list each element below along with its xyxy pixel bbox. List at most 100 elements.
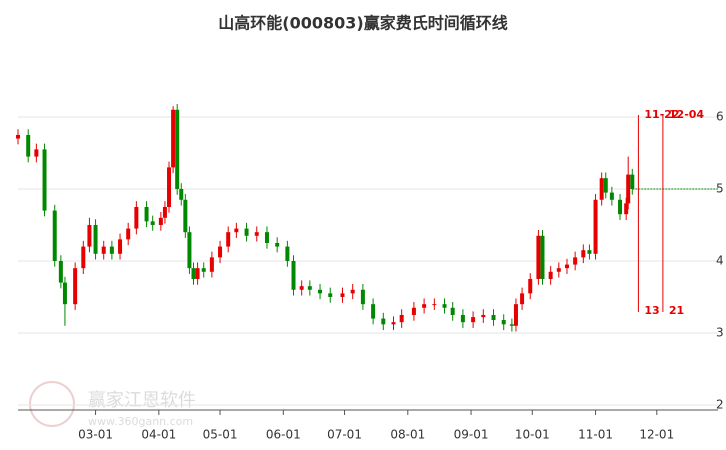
candle-body <box>360 289 365 305</box>
candle-body <box>218 246 223 258</box>
candle-body <box>254 232 259 236</box>
candle-body <box>126 228 131 240</box>
candle-body <box>381 318 386 325</box>
candle-body <box>536 235 541 279</box>
watermark-url: www.360gann.com <box>88 415 193 428</box>
candle-body <box>167 167 172 207</box>
chart-title: 山高环能(000803)赢家费氏时间循环线 <box>218 14 507 33</box>
candle-body <box>150 221 155 225</box>
candle-body <box>626 174 631 204</box>
candle-body <box>318 289 323 294</box>
cycle-date-label: 12-04 <box>669 108 705 121</box>
cycle-days-label: 21 <box>669 304 684 317</box>
candle-body <box>87 224 92 247</box>
candle-body <box>450 307 455 315</box>
candle-body <box>491 314 496 321</box>
candle-body <box>501 320 506 325</box>
x-tick-label: 12-01 <box>639 428 674 442</box>
candle-body <box>73 268 78 305</box>
x-tick-label: 10-01 <box>515 428 550 442</box>
candle-body <box>58 260 63 283</box>
x-tick-label: 11-01 <box>578 428 613 442</box>
candle-body <box>556 268 561 272</box>
candle-body <box>624 203 629 215</box>
candle-body <box>520 293 525 305</box>
y-tick-label: 2 <box>716 397 724 411</box>
candle-body <box>264 232 269 243</box>
candle-body <box>183 199 188 233</box>
watermark: 赢家江恩软件 www.360gann.com <box>29 381 196 428</box>
candle-body <box>26 134 31 157</box>
y-tick-label: 4 <box>716 253 724 267</box>
candle-body <box>540 235 545 279</box>
y-tick-label: 3 <box>716 325 724 339</box>
candle-body <box>201 268 206 272</box>
candle-body <box>275 242 280 247</box>
candle-body <box>195 268 200 279</box>
x-tick-label: 04-01 <box>141 428 176 442</box>
candle-body <box>422 304 427 308</box>
candle-body <box>609 192 614 200</box>
candle-body <box>93 224 98 254</box>
cycle-days-label: 13 <box>644 304 659 317</box>
candle-body <box>171 109 176 168</box>
candle-body <box>34 149 39 157</box>
candle-body <box>62 282 67 305</box>
candle-body <box>340 293 345 297</box>
candle-body <box>81 246 86 269</box>
candle-body <box>191 268 196 279</box>
candle-body <box>603 178 608 193</box>
candle-body <box>587 250 592 254</box>
candle-body <box>52 210 57 261</box>
candle-body <box>307 286 312 290</box>
y-tick-label: 5 <box>716 181 724 195</box>
x-tick-label: 09-01 <box>454 428 489 442</box>
x-tick-label: 08-01 <box>390 428 425 442</box>
candle-body <box>291 260 296 290</box>
candle-body <box>442 304 447 308</box>
candle-body <box>285 246 290 261</box>
watermark-text: 赢家江恩软件 <box>88 389 196 411</box>
candle-body <box>209 257 214 272</box>
y-tick-label: 6 <box>716 109 724 123</box>
candle-body <box>162 206 167 218</box>
candle-body <box>371 304 376 319</box>
candle-body <box>42 149 47 211</box>
candle-body <box>630 174 635 189</box>
candle-body <box>179 188 184 200</box>
candle-body <box>581 250 586 258</box>
candle-body <box>509 324 514 326</box>
candle-body <box>109 246 114 254</box>
candle-body <box>481 314 486 318</box>
candle-body <box>460 314 465 323</box>
candle-body <box>101 246 106 254</box>
candle-body <box>618 199 623 215</box>
x-tick-label: 07-01 <box>327 428 362 442</box>
watermark-logo <box>29 381 75 427</box>
candle-body <box>118 239 123 254</box>
x-tick-label: 03-01 <box>78 428 113 442</box>
candle-body <box>158 217 163 225</box>
candle-body <box>187 232 192 269</box>
candle-body <box>234 228 239 233</box>
candle-body <box>513 304 518 326</box>
candle-body <box>134 206 139 229</box>
candle-body <box>144 206 149 222</box>
candle-body <box>471 317 476 323</box>
candle-body <box>16 134 20 139</box>
candle-body <box>175 109 180 189</box>
candle-body <box>548 271 553 279</box>
candle-body <box>244 228 249 236</box>
candle-body <box>226 232 231 247</box>
candle-body <box>599 178 604 200</box>
candle-body <box>528 278 533 294</box>
candle-body <box>299 286 304 290</box>
x-tick-label: 05-01 <box>203 428 238 442</box>
candle-body <box>391 322 396 325</box>
candle-body <box>399 314 404 323</box>
candle-body <box>564 264 569 269</box>
candle-body <box>350 289 355 294</box>
candle-body <box>432 304 437 306</box>
cycle-date-label: 11-22 <box>644 108 679 121</box>
